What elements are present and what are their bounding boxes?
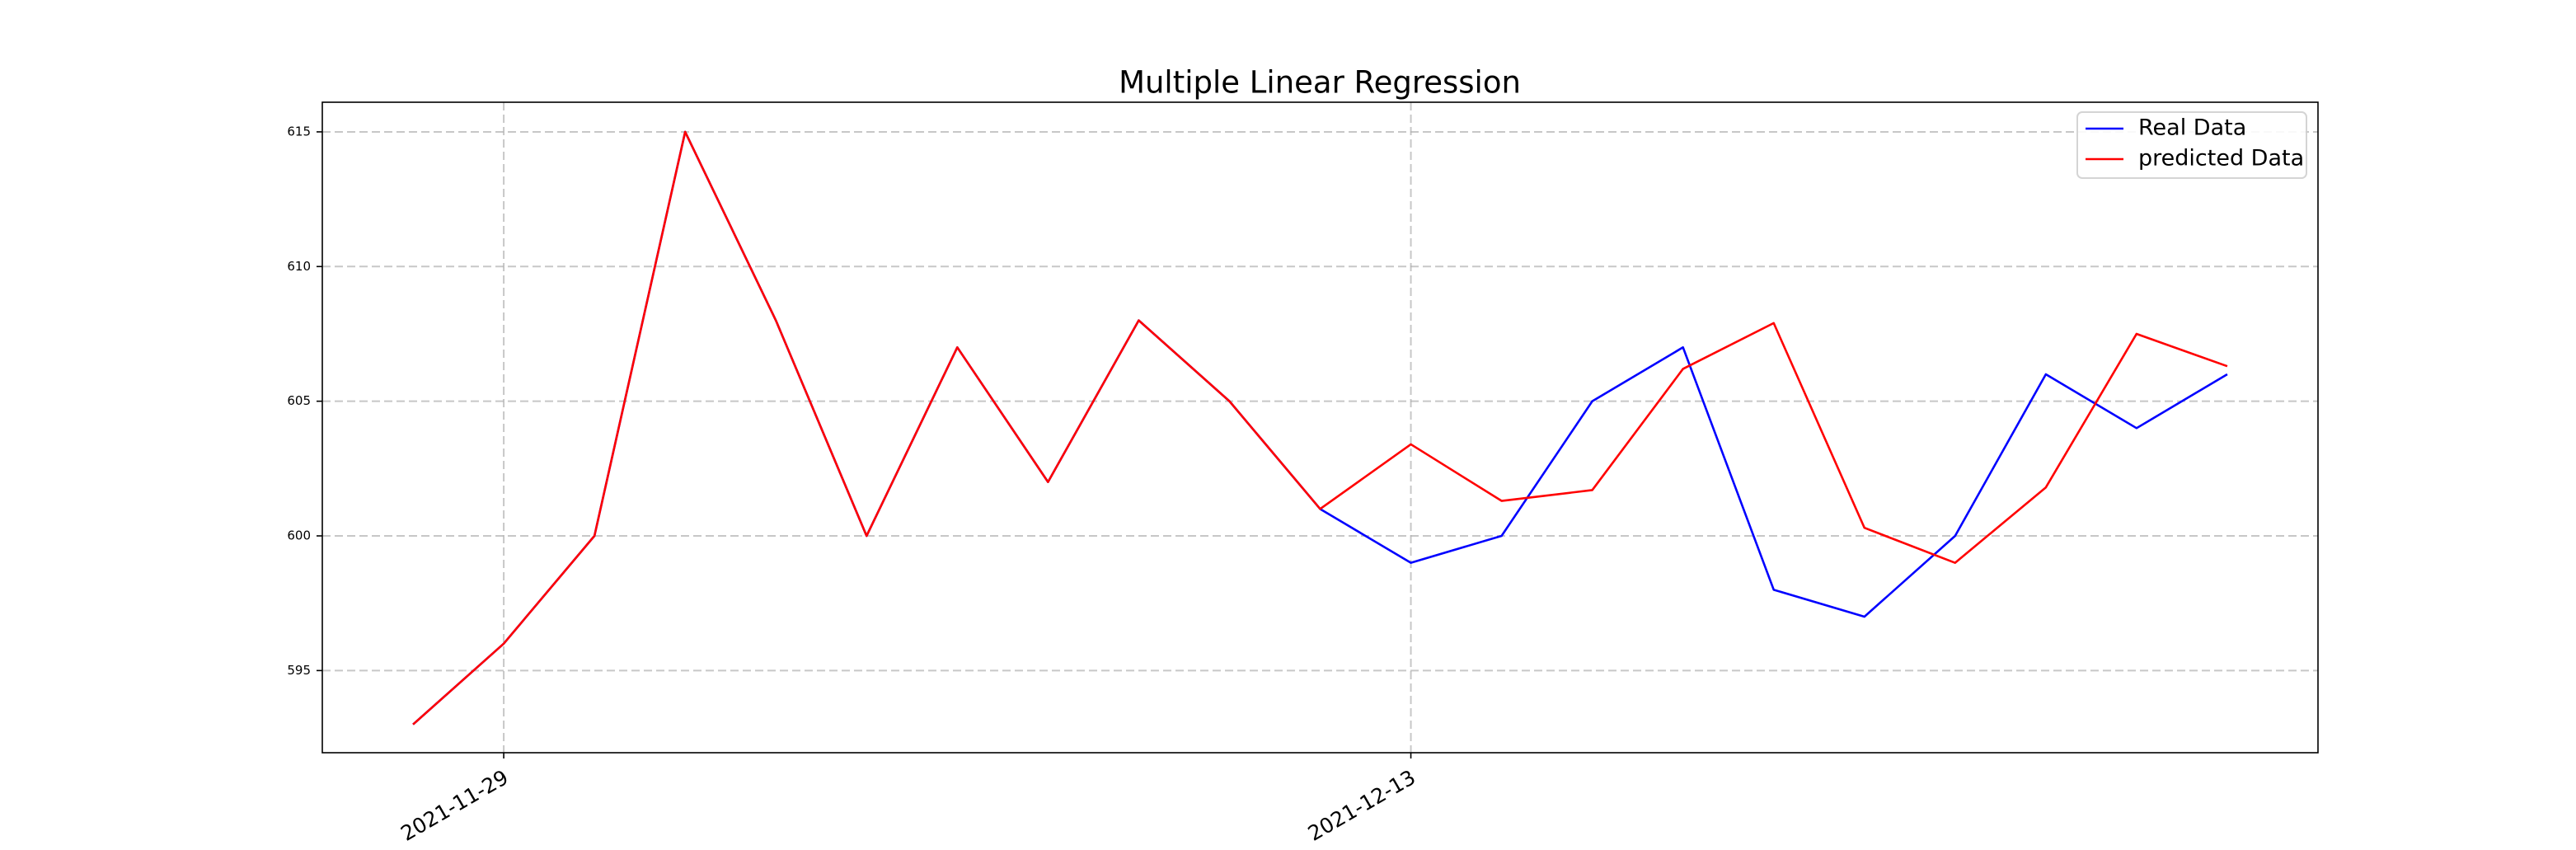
legend: Real Data predicted Data (2076, 111, 2307, 179)
legend-label: Real Data (2138, 115, 2246, 141)
x-tick-label: 2021-11-29 (396, 765, 512, 846)
y-tick-label: 605 (287, 393, 311, 408)
y-tick-label: 615 (287, 124, 311, 139)
y-tick-label: 600 (287, 528, 311, 543)
data-line (412, 130, 2228, 726)
x-tick-label: 2021-12-13 (1304, 765, 1419, 846)
chart-title: Multiple Linear Regression (1119, 65, 1521, 101)
legend-box (2076, 111, 2307, 179)
plot-frame (321, 101, 2319, 754)
legend-label: predicted Data (2138, 146, 2304, 171)
y-tick-label: 595 (287, 663, 311, 678)
data-line (412, 130, 2228, 726)
y-tick-label: 610 (287, 259, 311, 274)
